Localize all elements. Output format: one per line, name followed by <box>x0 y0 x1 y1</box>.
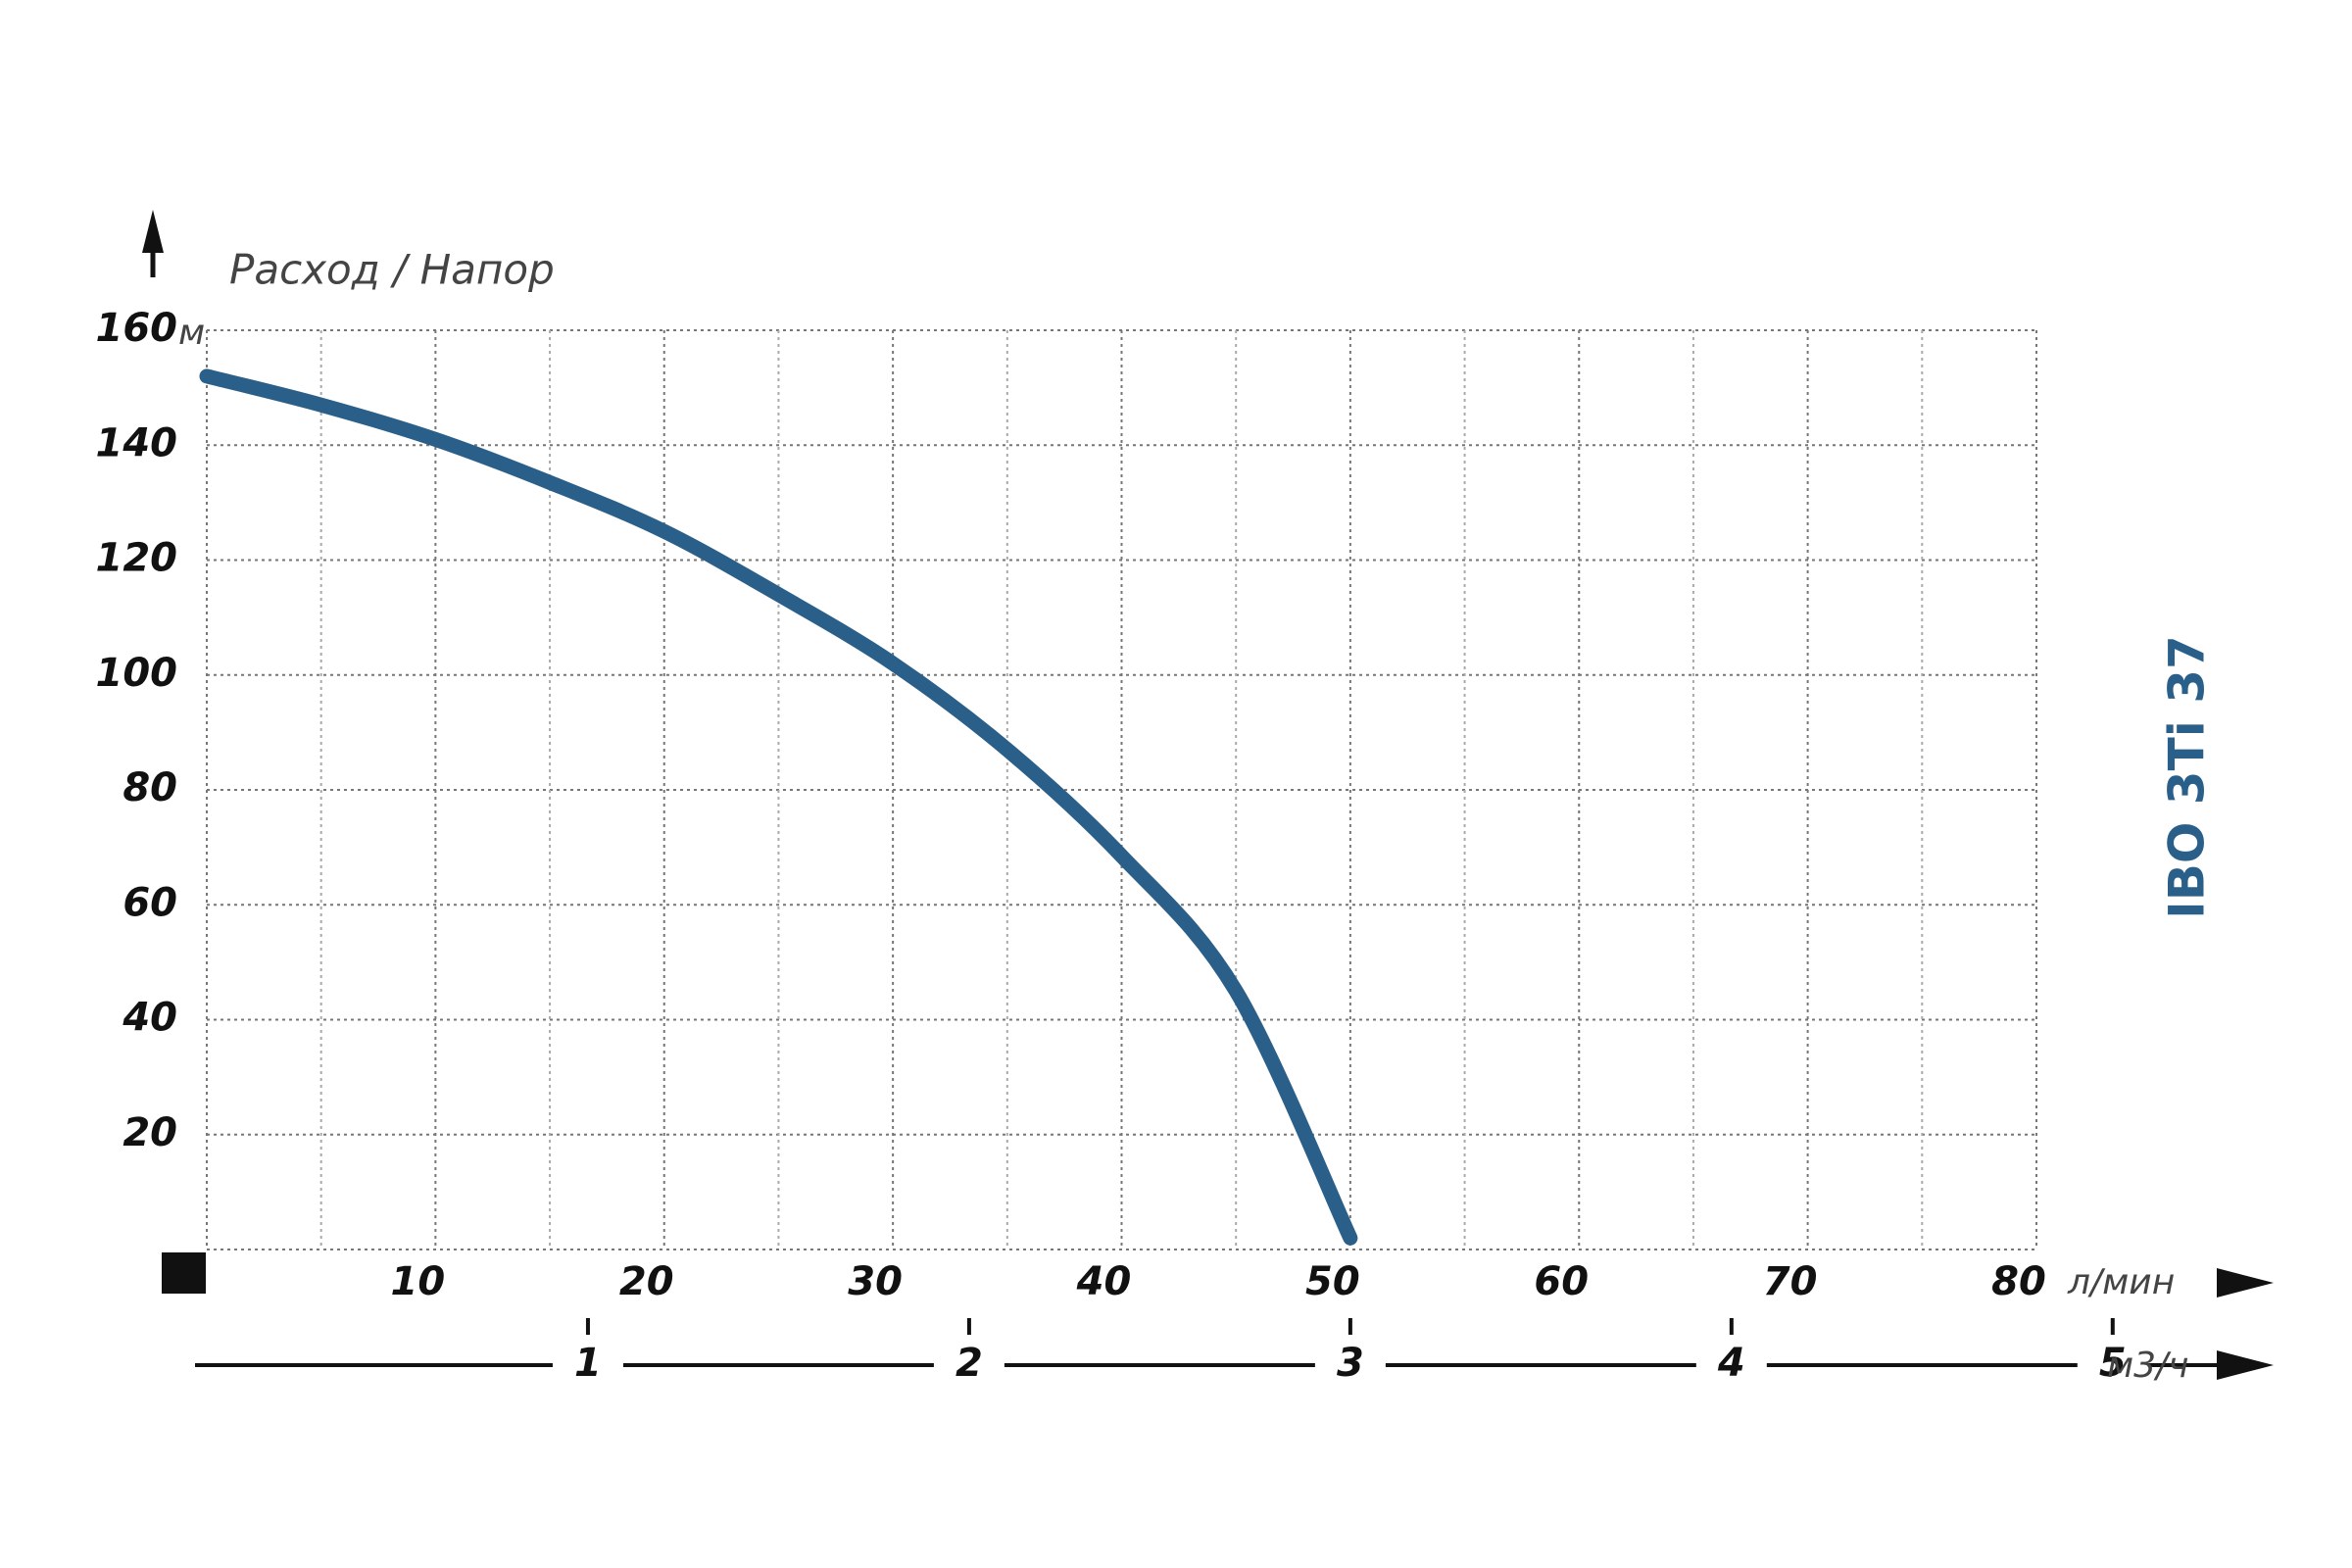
y-axis-arrow <box>142 210 164 253</box>
y-tick-label: 60 <box>122 880 177 925</box>
x2-tick-label: 4 <box>1717 1341 1745 1386</box>
axis-title: Расход / Напор <box>229 246 555 294</box>
pump-curve <box>199 368 1358 1246</box>
x2-label-gap <box>1314 1346 1386 1385</box>
y-tick-label: 140 <box>96 420 178 466</box>
x2-label-gap <box>933 1346 1004 1385</box>
y-tick-label: 20 <box>122 1110 177 1155</box>
y-tick-label: 120 <box>96 536 178 581</box>
x-tick-label: 20 <box>619 1259 674 1304</box>
y-unit: м <box>178 313 205 353</box>
x2-tick-label: 2 <box>956 1341 983 1386</box>
x-tick-label: 40 <box>1076 1259 1132 1304</box>
x2-tick-label: 3 <box>1337 1341 1364 1386</box>
x-tick-label: 80 <box>1991 1259 2046 1304</box>
x2-axis-arrow <box>2217 1350 2274 1380</box>
x-axis-arrow <box>2217 1268 2274 1298</box>
x2-label-gap <box>2077 1346 2148 1385</box>
y-tick-label: 100 <box>96 651 178 696</box>
x2-unit: м3/ч <box>2107 1346 2188 1386</box>
origin-marker <box>162 1252 206 1294</box>
model-label: IBO 3Ti 37 <box>2159 635 2216 919</box>
y-tick-label: 160 <box>96 306 178 351</box>
x-tick-label: 30 <box>848 1259 903 1304</box>
x-tick-label: 70 <box>1763 1259 1818 1304</box>
x2-label-gap <box>552 1346 623 1385</box>
x2-label-gap <box>1695 1346 1767 1385</box>
x-tick-label: 10 <box>391 1259 446 1304</box>
y-tick-label: 80 <box>122 765 177 810</box>
x2-tick-label: 1 <box>574 1341 602 1386</box>
x2-tick-label: 5 <box>2099 1341 2127 1386</box>
x-tick-label: 60 <box>1534 1259 1589 1304</box>
y-tick-label: 40 <box>122 996 177 1041</box>
x-unit: л/мин <box>2067 1262 2175 1302</box>
x-tick-label: 50 <box>1305 1259 1360 1304</box>
